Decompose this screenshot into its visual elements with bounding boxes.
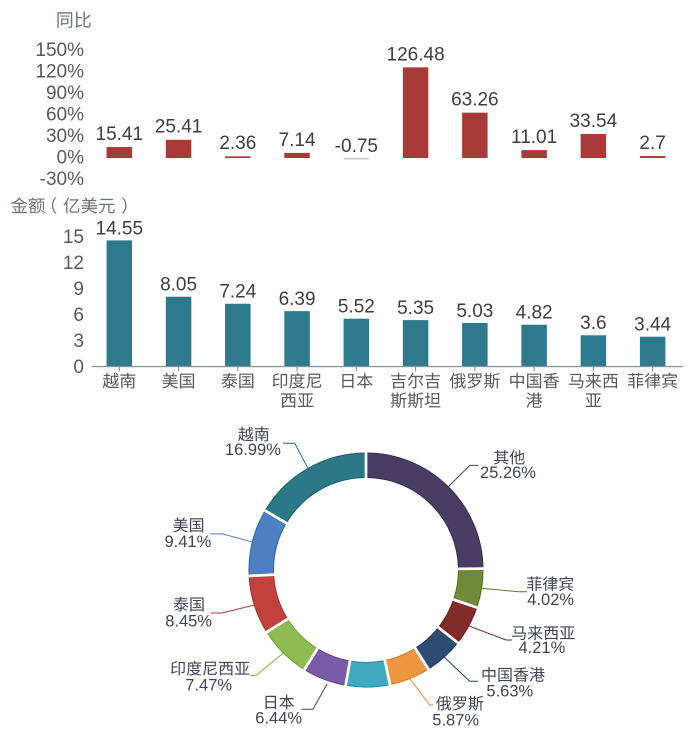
svg-text:63.26: 63.26 [451,90,499,111]
svg-text:15: 15 [63,227,84,248]
svg-text:-0.75: -0.75 [335,136,378,157]
svg-text:7.47%: 7.47% [185,676,232,694]
svg-text:4.82: 4.82 [516,303,553,324]
svg-text:5.87%: 5.87% [432,711,479,729]
svg-text:150%: 150% [35,40,84,61]
svg-text:0: 0 [73,357,84,378]
svg-text:5.52: 5.52 [338,297,375,318]
svg-text:126.48: 126.48 [387,44,445,65]
svg-text:5.35: 5.35 [397,298,434,319]
svg-text:0%: 0% [57,148,85,169]
svg-text:11.01: 11.01 [511,127,557,148]
svg-text:30%: 30% [46,126,84,147]
svg-text:4.21%: 4.21% [519,639,566,657]
svg-text:9: 9 [73,279,84,300]
svg-text:12: 12 [63,253,84,274]
svg-text:6.44%: 6.44% [255,710,302,728]
svg-text:15.41: 15.41 [96,124,144,145]
svg-text:3.6: 3.6 [580,313,606,334]
svg-text:90%: 90% [46,83,84,104]
svg-text:7.24: 7.24 [219,282,256,303]
svg-text:6.39: 6.39 [279,289,316,310]
svg-text:6: 6 [73,305,84,326]
svg-text:2.36: 2.36 [219,133,256,154]
svg-text:9.41%: 9.41% [165,533,212,551]
svg-text:3: 3 [73,331,84,352]
svg-text:2.7: 2.7 [639,133,665,154]
svg-text:5.03: 5.03 [456,301,493,322]
svg-text:33.54: 33.54 [570,111,618,132]
svg-text:60%: 60% [46,105,84,126]
svg-text:25.41: 25.41 [155,117,203,138]
svg-text:120%: 120% [35,62,84,83]
svg-text:16.99%: 16.99% [225,441,281,459]
svg-text:3.44: 3.44 [634,315,671,336]
svg-text:-30%: -30% [40,169,84,190]
svg-text:5.63%: 5.63% [486,682,533,700]
svg-text:4.02%: 4.02% [527,591,574,609]
svg-text:25.26%: 25.26% [480,464,536,482]
svg-text:8.05: 8.05 [160,275,197,296]
svg-text:14.55: 14.55 [96,218,144,239]
svg-text:8.45%: 8.45% [165,612,212,630]
svg-text:7.14: 7.14 [279,130,316,151]
